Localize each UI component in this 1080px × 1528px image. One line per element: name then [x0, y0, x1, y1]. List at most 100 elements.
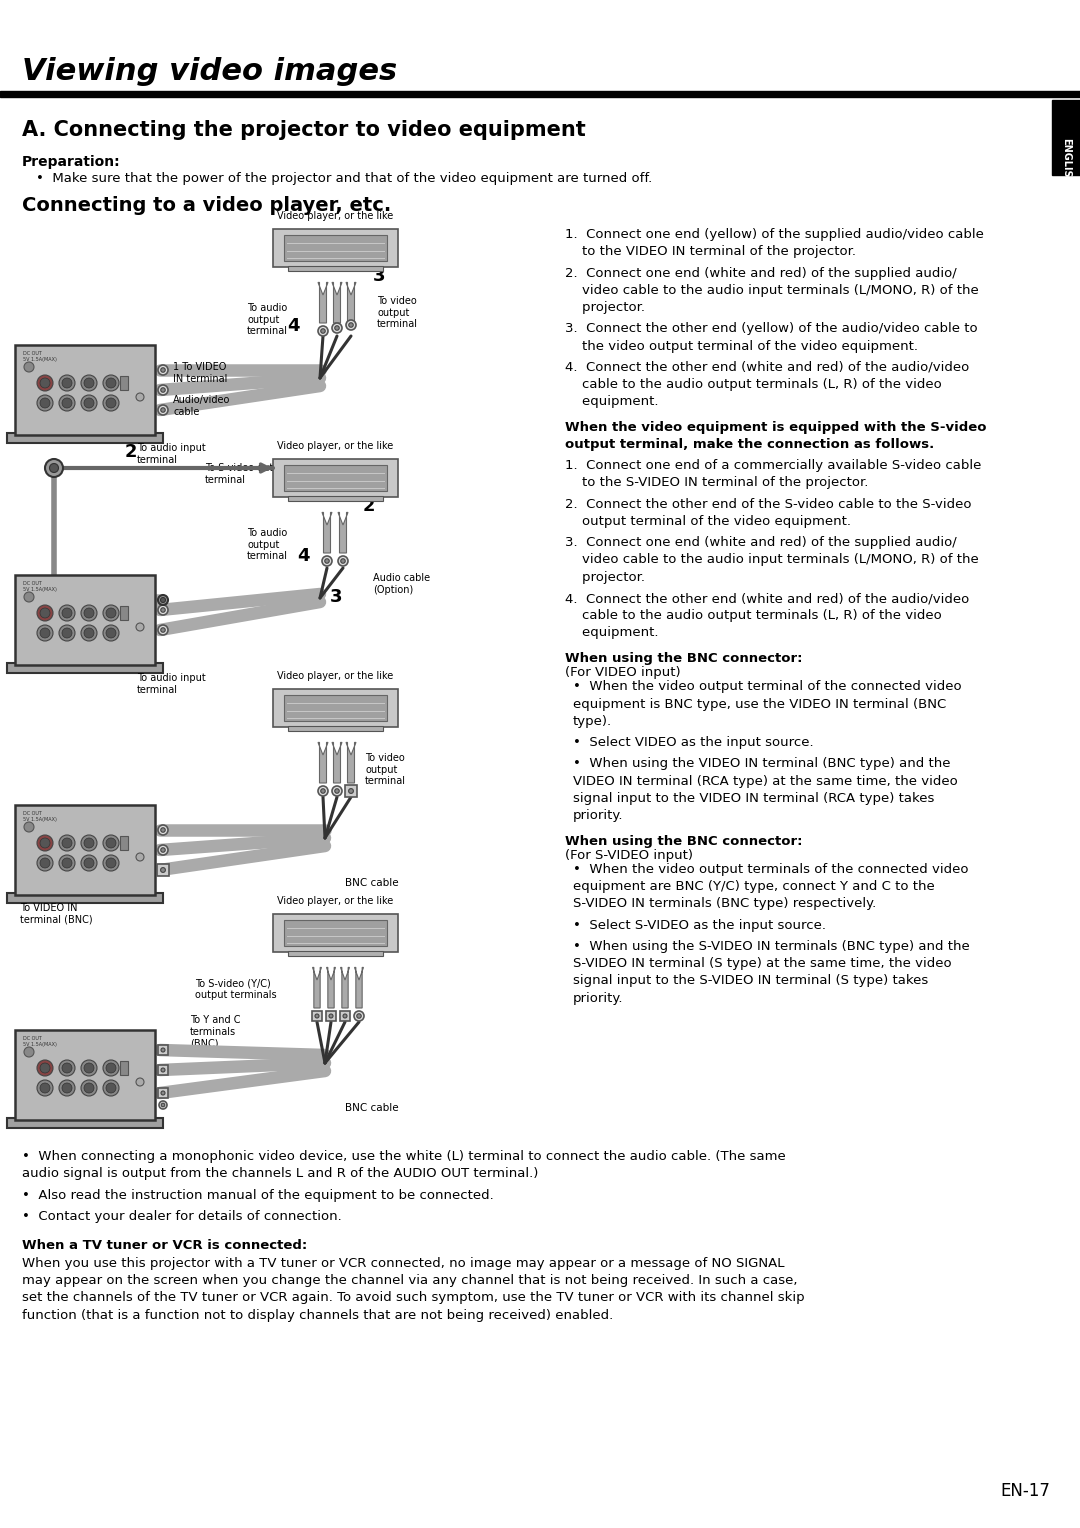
Circle shape — [45, 458, 63, 477]
Circle shape — [106, 837, 116, 848]
Polygon shape — [318, 743, 328, 782]
Circle shape — [62, 377, 72, 388]
Circle shape — [158, 845, 168, 856]
Bar — [345, 785, 357, 798]
Circle shape — [103, 396, 119, 411]
Circle shape — [59, 625, 75, 642]
Circle shape — [318, 785, 328, 796]
Bar — [158, 1045, 168, 1054]
Text: 1.  Connect one end of a commercially available S-video cable
    to the S-VIDEO: 1. Connect one end of a commercially ava… — [565, 460, 982, 489]
Circle shape — [84, 1083, 94, 1093]
Circle shape — [103, 374, 119, 391]
Bar — [287, 726, 382, 730]
Text: •  Contact your dealer for details of connection.: • Contact your dealer for details of con… — [22, 1210, 341, 1222]
Text: When you use this projector with a TV tuner or VCR connected, no image may appea: When you use this projector with a TV tu… — [22, 1258, 805, 1322]
Circle shape — [59, 605, 75, 620]
Circle shape — [59, 856, 75, 871]
Polygon shape — [338, 512, 348, 553]
Bar — [6, 432, 163, 443]
Text: •  When the video output terminal of the connected video
equipment is BNC type, : • When the video output terminal of the … — [573, 680, 961, 727]
Bar — [287, 950, 382, 957]
Circle shape — [335, 325, 339, 330]
Bar — [120, 376, 129, 390]
Circle shape — [106, 1083, 116, 1093]
Text: •  Also read the instruction manual of the equipment to be connected.: • Also read the instruction manual of th… — [22, 1189, 494, 1201]
Circle shape — [343, 1015, 347, 1018]
Text: 4: 4 — [287, 316, 299, 335]
Circle shape — [81, 396, 97, 411]
Circle shape — [322, 556, 332, 565]
Text: S-video cable: S-video cable — [22, 408, 92, 419]
Circle shape — [103, 1060, 119, 1076]
Text: Video player, or the like: Video player, or the like — [276, 671, 393, 681]
Text: To audio input
terminal: To audio input terminal — [137, 443, 206, 465]
Circle shape — [84, 859, 94, 868]
Text: DC OUT
5V 1.5A(MAX): DC OUT 5V 1.5A(MAX) — [23, 1036, 57, 1047]
Polygon shape — [312, 967, 322, 1008]
Text: BNC cable: BNC cable — [345, 879, 399, 888]
Polygon shape — [346, 283, 356, 322]
Circle shape — [40, 837, 50, 848]
Text: Viewing video images: Viewing video images — [22, 58, 397, 87]
Bar — [272, 689, 397, 727]
Polygon shape — [326, 967, 336, 1008]
Text: When the video equipment is equipped with the S-video
output terminal, make the : When the video equipment is equipped wit… — [565, 420, 986, 451]
Bar — [283, 920, 387, 946]
Circle shape — [81, 374, 97, 391]
Circle shape — [354, 1012, 364, 1021]
Text: Video player, or the like: Video player, or the like — [276, 442, 393, 451]
Circle shape — [103, 625, 119, 642]
Text: •  When using the S-VIDEO IN terminals (BNC type) and the
S-VIDEO IN terminal (S: • When using the S-VIDEO IN terminals (B… — [573, 940, 970, 1005]
Bar — [120, 1060, 129, 1076]
Text: Video player, or the like: Video player, or the like — [276, 211, 393, 222]
Circle shape — [158, 385, 168, 396]
Circle shape — [84, 1063, 94, 1073]
Circle shape — [81, 1060, 97, 1076]
Text: BNC cable: BNC cable — [345, 1103, 399, 1112]
Text: Audio/video
cable: Audio/video cable — [173, 396, 230, 417]
Circle shape — [161, 828, 165, 833]
Circle shape — [40, 628, 50, 639]
Circle shape — [161, 388, 165, 393]
Bar — [15, 805, 156, 895]
Bar — [158, 1065, 168, 1076]
Circle shape — [161, 848, 165, 853]
Circle shape — [59, 834, 75, 851]
Text: •  When the video output terminals of the connected video
equipment are BNC (Y/C: • When the video output terminals of the… — [573, 863, 969, 911]
Circle shape — [106, 397, 116, 408]
Text: 2.  Connect the other end of the S-video cable to the S-video
    output termina: 2. Connect the other end of the S-video … — [565, 498, 972, 529]
Text: To audio
output
terminal: To audio output terminal — [247, 303, 288, 336]
Circle shape — [106, 628, 116, 639]
Circle shape — [81, 625, 97, 642]
Circle shape — [106, 1063, 116, 1073]
Bar — [0, 92, 1080, 96]
Circle shape — [59, 1080, 75, 1096]
Text: Connecting to a video player, etc.: Connecting to a video player, etc. — [22, 196, 391, 215]
Text: 4: 4 — [297, 547, 310, 565]
Circle shape — [161, 597, 165, 602]
Circle shape — [81, 856, 97, 871]
Circle shape — [321, 788, 325, 793]
Text: •  When connecting a monophonic video device, use the white (L) terminal to conn: • When connecting a monophonic video dev… — [22, 1151, 786, 1180]
Circle shape — [161, 608, 165, 613]
Circle shape — [81, 834, 97, 851]
Polygon shape — [340, 967, 350, 1008]
Circle shape — [62, 608, 72, 617]
Text: To S-video output
terminal: To S-video output terminal — [205, 463, 289, 484]
Bar — [283, 235, 387, 261]
Circle shape — [40, 1083, 50, 1093]
Bar — [15, 575, 156, 665]
Bar — [1052, 99, 1080, 176]
Bar — [6, 663, 163, 672]
Circle shape — [346, 319, 356, 330]
Polygon shape — [332, 743, 342, 782]
Circle shape — [37, 1080, 53, 1096]
Circle shape — [158, 825, 168, 834]
Circle shape — [136, 623, 144, 631]
Text: 3.  Connect the other end (yellow) of the audio/video cable to
    the video out: 3. Connect the other end (yellow) of the… — [565, 322, 977, 353]
Circle shape — [81, 605, 97, 620]
Bar — [157, 863, 168, 876]
Circle shape — [40, 377, 50, 388]
Text: When using the BNC connector:: When using the BNC connector: — [565, 834, 802, 848]
Bar — [272, 458, 397, 497]
